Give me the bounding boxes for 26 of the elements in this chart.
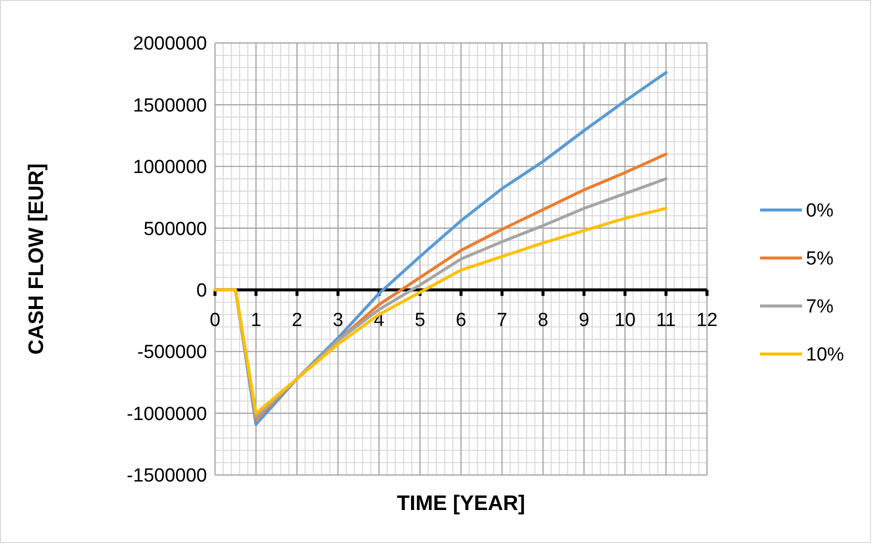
y-tick-label: -1500000 <box>126 466 207 487</box>
y-tick-label: 1000000 <box>133 157 207 178</box>
x-tick-label: 7 <box>496 310 508 331</box>
x-tick-label: 1 <box>250 310 262 331</box>
legend-label: 10% <box>806 344 844 366</box>
legend-label: 5% <box>806 248 834 270</box>
y-tick-label: 1500000 <box>133 95 207 116</box>
x-tick-label: 6 <box>456 310 466 331</box>
y-tick-label: 2000000 <box>133 34 207 55</box>
x-tick-label: 2 <box>292 310 302 331</box>
x-tick-label: 11 <box>656 310 676 331</box>
x-tick-label: 5 <box>414 310 426 331</box>
y-tick-label: -1000000 <box>126 404 207 425</box>
y-tick-label: 0 <box>196 280 207 302</box>
legend-label: 7% <box>806 296 834 318</box>
x-tick-label: 12 <box>696 310 718 331</box>
y-tick-label: -500000 <box>137 342 207 364</box>
x-tick-label: 3 <box>332 310 344 331</box>
y-axis-title: CASH FLOW [EUR] <box>25 163 48 355</box>
x-tick-label: 9 <box>578 310 590 331</box>
y-tick-label: 500000 <box>144 218 207 240</box>
x-axis-title: TIME [YEAR] <box>396 492 526 515</box>
x-tick-label: 10 <box>614 310 636 331</box>
x-tick-label: 0 <box>210 310 220 331</box>
x-tick-label: 8 <box>538 310 548 331</box>
legend-label: 0% <box>806 200 834 222</box>
